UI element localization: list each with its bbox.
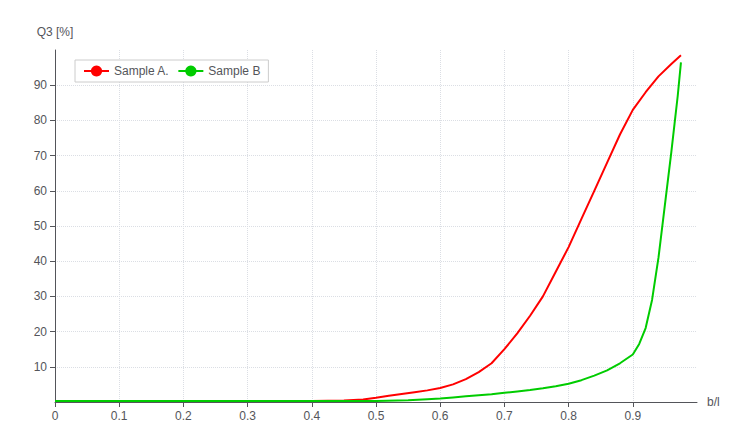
svg-text:30: 30 bbox=[34, 289, 48, 303]
svg-text:20: 20 bbox=[34, 325, 48, 339]
svg-text:50: 50 bbox=[34, 219, 48, 233]
svg-text:0.4: 0.4 bbox=[303, 409, 320, 423]
svg-text:10: 10 bbox=[34, 360, 48, 374]
svg-text:0: 0 bbox=[52, 409, 59, 423]
svg-text:b/l: b/l bbox=[707, 395, 720, 409]
svg-text:0.6: 0.6 bbox=[432, 409, 449, 423]
svg-text:0.9: 0.9 bbox=[624, 409, 641, 423]
svg-text:70: 70 bbox=[34, 149, 48, 163]
svg-text:0.3: 0.3 bbox=[239, 409, 256, 423]
svg-text:Sample A.: Sample A. bbox=[114, 64, 169, 78]
svg-text:0.2: 0.2 bbox=[175, 409, 192, 423]
svg-text:0.5: 0.5 bbox=[368, 409, 385, 423]
svg-text:0.7: 0.7 bbox=[496, 409, 513, 423]
svg-text:Sample B: Sample B bbox=[208, 64, 260, 78]
svg-text:0.8: 0.8 bbox=[560, 409, 577, 423]
svg-text:90: 90 bbox=[34, 78, 48, 92]
svg-text:40: 40 bbox=[34, 254, 48, 268]
svg-text:60: 60 bbox=[34, 184, 48, 198]
svg-text:0.1: 0.1 bbox=[111, 409, 128, 423]
svg-text:80: 80 bbox=[34, 113, 48, 127]
svg-text:Q3 [%]: Q3 [%] bbox=[37, 25, 74, 39]
